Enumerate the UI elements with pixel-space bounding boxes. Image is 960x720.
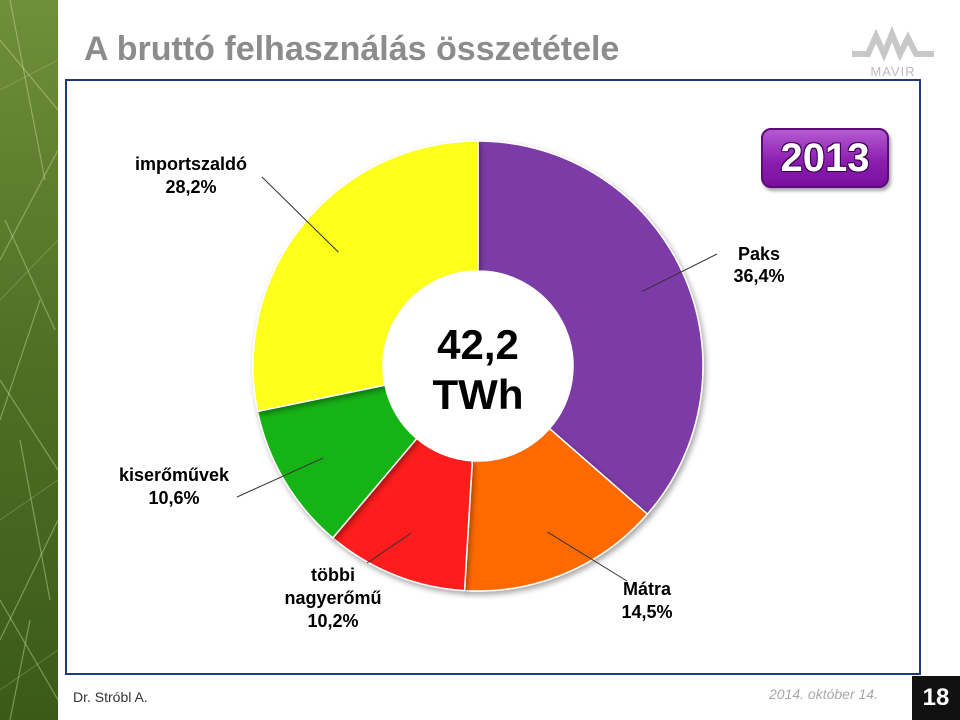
mavir-logo: MAVIR [848, 24, 938, 80]
center-value-label: 42,2 [437, 321, 519, 368]
leader-line [236, 457, 324, 498]
slice-label-kiseromuvek-value: 10,6% [148, 488, 199, 508]
donut-hole [383, 271, 573, 461]
slide-title: A bruttó felhasználás összetétele [84, 30, 620, 68]
slice-label-tobbi-name-1: többi [311, 565, 355, 585]
slice-label-import-name: importszaldó [135, 154, 247, 174]
leader-line [641, 253, 718, 293]
slice-label-matra-value: 14,5% [621, 602, 672, 622]
leader-line [547, 531, 628, 582]
slice-label-kiseromuvek-name: kiserőművek [119, 465, 230, 485]
year-badge: 2013 [761, 128, 889, 188]
logo-text: MAVIR [870, 64, 915, 79]
slice-label-matra-name: Mátra [623, 579, 672, 599]
page-number: 18 [912, 676, 960, 720]
slice-label-tobbi-name-2: nagyerőmű [284, 588, 381, 608]
date-footer: 2014. október 14. [769, 686, 878, 702]
slice-label-import-value: 28,2% [165, 177, 216, 197]
slice-label-paks-value: 36,4% [733, 266, 784, 286]
chart-frame: 42,2 TWh Paks 36,4% Mátra 14,5% többi na… [65, 79, 921, 675]
slice-label-tobbi-value: 10,2% [307, 611, 358, 631]
leader-line [261, 176, 339, 253]
leader-line [366, 532, 412, 564]
decorative-sidebar [0, 0, 58, 720]
year-badge-text: 2013 [780, 136, 870, 180]
slice-label-paks-name: Paks [738, 244, 780, 264]
center-unit-label: TWh [433, 371, 524, 418]
author-footer: Dr. Stróbl A. [73, 689, 148, 705]
donut-chart: 42,2 TWh Paks 36,4% Mátra 14,5% többi na… [119, 140, 785, 631]
